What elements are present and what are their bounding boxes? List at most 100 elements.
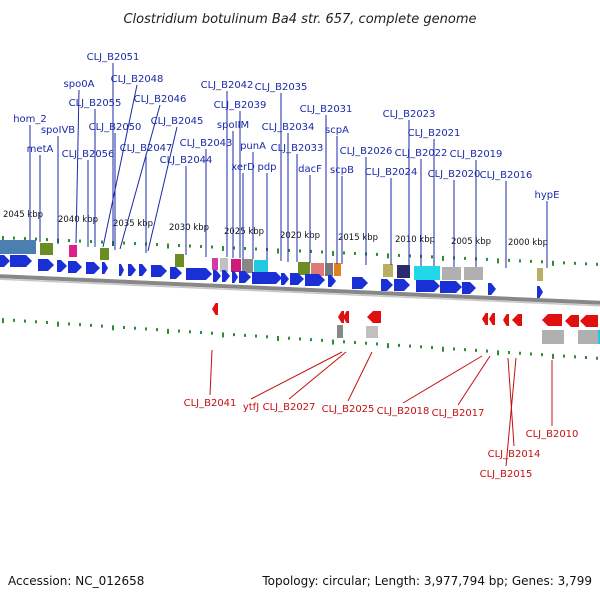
- leader-line: [347, 351, 373, 402]
- forward-gene-arrow: [416, 280, 440, 292]
- gene-label[interactable]: CLJ_B2041: [184, 398, 237, 409]
- gene-label[interactable]: CLJ_B2020: [428, 169, 481, 180]
- feature-block: [598, 330, 600, 344]
- feature-block: [40, 243, 53, 255]
- gene-label[interactable]: CLJ_B2017: [432, 408, 485, 419]
- reverse-gene-arrow: [503, 314, 509, 326]
- gene-label[interactable]: CLJ_B2010: [526, 429, 579, 440]
- scale-tick: [398, 253, 400, 257]
- gene-label[interactable]: CLJ_B2014: [488, 449, 541, 460]
- scale-tick: [123, 241, 125, 245]
- scale-tick: [387, 253, 389, 259]
- scale-tick: [541, 353, 543, 357]
- scale-tick: [288, 336, 290, 340]
- forward-gene-arrow: [239, 271, 251, 283]
- genome-backbone: [0, 274, 600, 305]
- accession-text: Accession: NC_012658: [8, 574, 144, 588]
- backbone-shadow: [0, 278, 600, 307]
- gene-label[interactable]: spo0A: [64, 79, 95, 90]
- scale-tick: [211, 331, 213, 335]
- feature-block: [442, 267, 461, 280]
- scale-tick: [2, 236, 4, 242]
- gene-label[interactable]: spoIVB: [41, 125, 75, 136]
- gene-label[interactable]: spoIIM: [217, 120, 249, 131]
- gene-label[interactable]: CLJ_B2021: [408, 128, 461, 139]
- gene-label[interactable]: scpA: [325, 125, 349, 136]
- gene-label[interactable]: CLJ_B2048: [111, 74, 164, 85]
- gene-label[interactable]: CLJ_B2019: [450, 149, 503, 160]
- scale-tick: [354, 251, 356, 255]
- gene-label[interactable]: punA: [240, 141, 266, 152]
- gene-label[interactable]: xerD: [231, 162, 255, 173]
- scale-tick: [563, 261, 565, 265]
- feature-block: [325, 263, 333, 276]
- gene-label[interactable]: dacF: [298, 164, 322, 175]
- reverse-gene-arrow: [542, 314, 562, 326]
- scale-tick: [398, 343, 400, 347]
- scale-tick: [475, 348, 477, 352]
- gene-label[interactable]: hom_2: [13, 114, 47, 125]
- scale-tick: [519, 351, 521, 355]
- scale-tick: [354, 341, 356, 345]
- gene-label[interactable]: CLJ_B2026: [340, 146, 393, 157]
- gene-label[interactable]: CLJ_B2035: [255, 82, 308, 93]
- scale-tick: [321, 250, 323, 254]
- scale-tick: [134, 242, 136, 246]
- gene-labels[interactable]: CLJ_B2051 CLJ_B2048 spo0A CLJ_B2055 CLJ_B204…: [13, 52, 578, 480]
- scale-tick: [552, 353, 554, 359]
- gene-label[interactable]: hypE: [535, 190, 560, 201]
- feature-block: [100, 248, 109, 260]
- genome-title: Clostridium botulinum Ba4 str. 657, comp…: [123, 12, 476, 27]
- gene-label[interactable]: CLJ_B2056: [62, 149, 115, 160]
- gene-label[interactable]: scpB: [330, 165, 354, 176]
- gene-label[interactable]: CLJ_B2046: [134, 94, 187, 105]
- gene-label[interactable]: CLJ_B2027: [263, 402, 316, 413]
- gene-label[interactable]: CLJ_B2031: [300, 104, 353, 115]
- forward-gene-arrow: [381, 279, 393, 291]
- gene-label[interactable]: CLJ_B2024: [365, 167, 418, 178]
- gene-label[interactable]: CLJ_B2034: [262, 122, 315, 133]
- gene-label[interactable]: CLJ_B2023: [383, 109, 436, 120]
- scale-tick: [277, 336, 279, 342]
- leader-line: [505, 357, 517, 467]
- gene-label[interactable]: metA: [27, 144, 54, 155]
- forward-gene-arrow: [232, 271, 238, 283]
- scale-tick: [497, 258, 499, 264]
- feature-block: [542, 330, 564, 344]
- gene-label[interactable]: CLJ_B2033: [271, 143, 324, 154]
- gene-label[interactable]: CLJ_B2018: [377, 406, 430, 417]
- reverse-gene-arrow: [482, 313, 488, 325]
- gene-label[interactable]: CLJ_B2047: [120, 143, 173, 154]
- gene-label[interactable]: ytfJ: [243, 402, 259, 413]
- gene-label[interactable]: CLJ_B2016: [480, 170, 533, 181]
- forward-gene-arrow: [440, 281, 462, 293]
- gene-label[interactable]: CLJ_B2025: [322, 404, 375, 415]
- gene-label[interactable]: CLJ_B2044: [160, 155, 213, 166]
- scale-tick: [464, 348, 466, 352]
- forward-gene-arrow: [222, 270, 230, 282]
- scale-tick: [79, 323, 81, 327]
- scale-tick: [332, 339, 334, 345]
- label-leader-lines: [29, 63, 553, 467]
- forward-gene-arrow: [252, 272, 282, 284]
- gene-label[interactable]: CLJ_B2039: [214, 100, 267, 111]
- scale-tick: [442, 255, 444, 261]
- leader-line: [457, 355, 491, 406]
- gene-label[interactable]: CLJ_B2050: [89, 122, 142, 133]
- scale-tick: [200, 331, 202, 334]
- gene-label[interactable]: pdp: [257, 162, 276, 173]
- gene-arrows[interactable]: [0, 255, 598, 327]
- scale-tick: [24, 319, 26, 323]
- gene-label[interactable]: CLJ_B2055: [69, 98, 122, 109]
- gene-label[interactable]: CLJ_B2043: [180, 138, 233, 149]
- gene-label[interactable]: CLJ_B2045: [151, 116, 204, 127]
- feature-block: [537, 268, 543, 281]
- gene-label[interactable]: CLJ_B2015: [480, 469, 533, 480]
- scale-tick: [519, 259, 521, 263]
- gene-label[interactable]: CLJ_B2022: [395, 148, 448, 159]
- forward-gene-arrow: [305, 274, 325, 286]
- gene-label[interactable]: CLJ_B2042: [201, 80, 254, 91]
- scale-tick: [409, 344, 411, 348]
- gene-label[interactable]: CLJ_B2051: [87, 52, 140, 63]
